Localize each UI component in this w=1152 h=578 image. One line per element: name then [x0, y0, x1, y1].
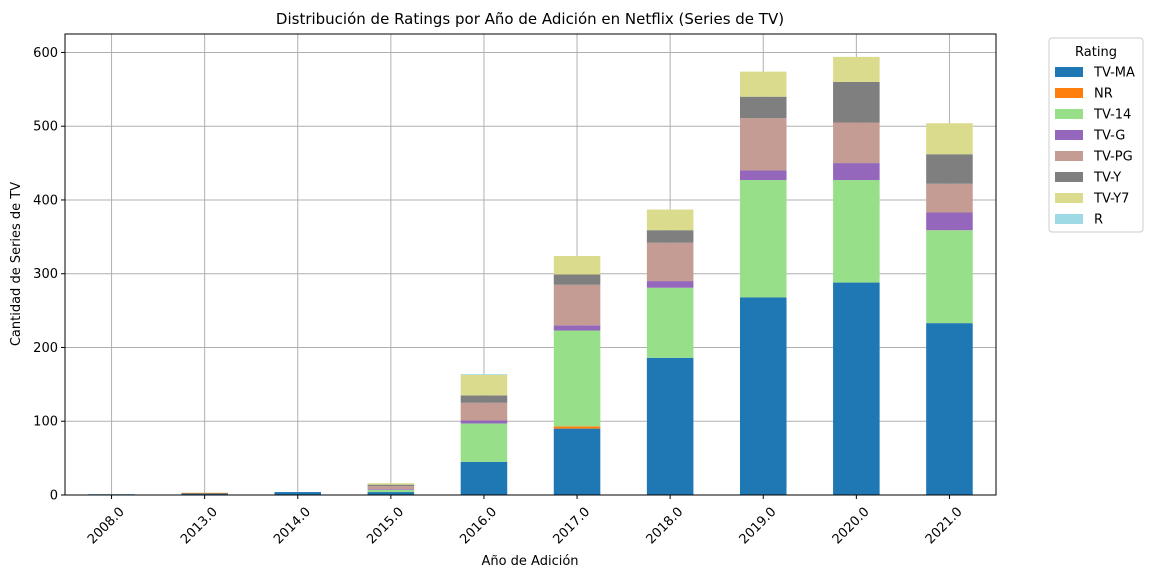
y-tick-label: 500 [33, 120, 58, 135]
x-tick-label: 2008.0 [85, 505, 128, 548]
x-tick-label: 2017.0 [550, 505, 593, 548]
legend-label-tv-14: TV-14 [1093, 108, 1131, 123]
bar-segment-tv-pg-2019-0 [739, 118, 787, 171]
bar-segment-tv-ma-2015-0 [367, 492, 415, 495]
x-tick-label: 2019.0 [737, 505, 780, 548]
bar-segment-tv-ma-2020-0 [833, 282, 880, 495]
bar-segment-tv-ma-2021-0 [926, 323, 973, 495]
bar-segment-tv-y7-2021-0 [926, 123, 973, 155]
bar-segment-tv-y-2018-0 [646, 230, 694, 243]
bar-segment-tv-y-2020-0 [833, 81, 880, 123]
bar-segment-tv-g-2015-0 [367, 489, 415, 490]
legend-swatch-tv-pg [1055, 151, 1083, 161]
bar-segment-tv-14-2021-0 [926, 230, 973, 324]
bar-segment-tv-ma-2017-0 [553, 428, 601, 495]
legend-label-tv-y: TV-Y [1093, 171, 1121, 186]
bar-segment-tv-g-2016-0 [460, 420, 508, 424]
legend-swatch-tv-ma [1055, 67, 1083, 77]
bar-segment-tv-14-2017-0 [553, 330, 601, 427]
bar-segment-tv-y7-2019-0 [739, 71, 787, 97]
x-tick-label: 2014.0 [271, 505, 314, 548]
bar-segment-tv-y-2016-0 [460, 395, 508, 403]
legend-swatch-r [1055, 214, 1083, 224]
bar-segment-tv-y-2019-0 [739, 96, 787, 119]
bar-segment-tv-ma-2019-0 [739, 297, 787, 495]
legend-swatch-nr [1055, 88, 1083, 98]
legend-title: Rating [1075, 45, 1117, 60]
bar-segment-tv-y-2017-0 [553, 274, 601, 285]
x-tick-label: 2015.0 [364, 505, 407, 548]
x-tick-label: 2016.0 [457, 505, 500, 548]
x-tick-label: 2020.0 [830, 505, 873, 548]
bar-segment-tv-g-2018-0 [646, 281, 694, 288]
bar-segment-tv-ma-2014-0 [274, 492, 322, 495]
legend-label-r: R [1094, 213, 1103, 228]
bar-segment-tv-y-2021-0 [926, 154, 973, 184]
bar-segment-tv-pg-2017-0 [553, 284, 601, 326]
bar-segment-r-2016-0 [460, 374, 508, 375]
bar-segment-tv-y7-2020-0 [833, 56, 880, 82]
bar-segment-tv-y7-2017-0 [553, 256, 601, 275]
legend-frame [1048, 37, 1144, 233]
bar-segment-tv-ma-2016-0 [460, 461, 508, 495]
bar-segment-tv-g-2017-0 [553, 325, 601, 331]
bar-segment-tv-g-2019-0 [739, 170, 787, 181]
bar-segment-tv-14-2019-0 [739, 180, 787, 298]
legend-swatch-tv-y7 [1055, 193, 1083, 203]
y-tick-label: 600 [33, 46, 58, 61]
chart-title: Distribución de Ratings por Año de Adici… [276, 10, 784, 28]
bar-segment-nr-2017-0 [553, 426, 601, 429]
bar-segment-tv-pg-2020-0 [833, 122, 880, 164]
y-tick-label: 100 [33, 415, 58, 430]
bar-segment-tv-y7-2018-0 [646, 209, 694, 231]
legend-label-nr: NR [1094, 87, 1113, 102]
bar-segment-tv-pg-2015-0 [367, 486, 415, 490]
bar-segment-tv-y7-2015-0 [367, 483, 415, 485]
bar-segment-nr-2013-0 [181, 492, 228, 494]
bar-segment-tv-pg-2018-0 [646, 242, 694, 282]
bar-segment-tv-y-2015-0 [367, 484, 415, 487]
legend-swatch-tv-y [1055, 172, 1083, 182]
bar-segment-tv-y7-2016-0 [460, 374, 508, 396]
bar-segment-tv-pg-2016-0 [460, 402, 508, 421]
legend-swatch-tv-g [1055, 130, 1083, 140]
bar-segment-tv-pg-2021-0 [926, 183, 973, 213]
x-tick-label: 2013.0 [178, 505, 221, 548]
bar-segment-tv-ma-2013-0 [181, 493, 228, 495]
y-tick-label: 300 [33, 267, 58, 282]
bar-segment-tv-14-2016-0 [460, 423, 508, 462]
bar-segment-tv-14-2015-0 [367, 489, 415, 493]
x-axis-label: Año de Adición [481, 554, 578, 569]
bars [88, 56, 973, 495]
y-tick-label: 200 [33, 341, 58, 356]
legend: Rating TV-MA NR TV-14 TV-G TV-PG TV-Y TV-Y7 R [1048, 37, 1144, 233]
x-axis: 2008.0 2013.0 2014.0 2015.0 2016.0 2017.0 2018… [85, 495, 966, 547]
legend-label-tv-ma: TV-MA [1093, 66, 1135, 81]
plot-area [64, 33, 997, 496]
x-tick-label: 2021.0 [923, 505, 966, 548]
y-axis: 0 100 200 300 400 500 600 [33, 46, 65, 504]
legend-label-tv-g: TV-G [1093, 129, 1125, 144]
bar-segment-tv-g-2021-0 [926, 212, 973, 231]
y-tick-label: 400 [33, 193, 58, 208]
bar-segment-tv-14-2018-0 [646, 287, 694, 358]
bar-segment-tv-ma-2018-0 [646, 357, 694, 495]
x-tick-label: 2018.0 [644, 505, 687, 548]
bar-segment-tv-14-2020-0 [833, 180, 880, 283]
legend-label-tv-pg: TV-PG [1093, 150, 1133, 165]
legend-label-tv-y7: TV-Y7 [1093, 192, 1129, 207]
y-tick-label: 0 [50, 489, 58, 504]
y-axis-label: Cantidad de Series de TV [9, 182, 24, 346]
legend-swatch-tv-14 [1055, 109, 1083, 119]
bar-segment-tv-g-2020-0 [833, 163, 880, 181]
